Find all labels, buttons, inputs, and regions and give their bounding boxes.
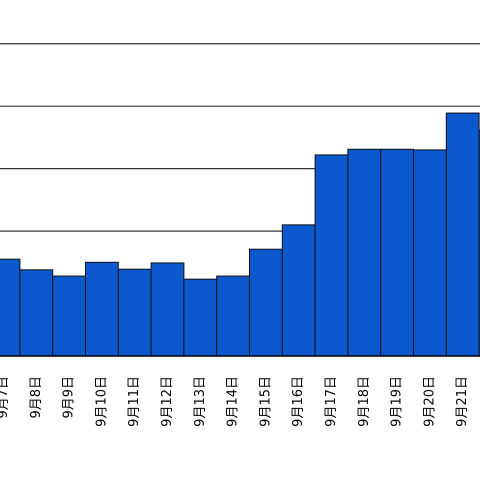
bar <box>0 258 21 357</box>
x-tick-label: 9月9日 <box>62 376 77 419</box>
bar <box>347 148 382 357</box>
bar <box>216 275 250 357</box>
x-tick-label: 9月19日 <box>390 376 405 427</box>
bar <box>314 154 349 357</box>
x-tick-label: 9月15日 <box>258 376 273 427</box>
x-tick-label: 9月7日 <box>0 376 11 419</box>
bar <box>85 261 119 357</box>
bar <box>117 268 152 357</box>
bar <box>183 278 218 357</box>
x-tick-label: 9月8日 <box>29 376 44 419</box>
bar <box>413 149 447 357</box>
x-tick-label: 9月16日 <box>291 376 306 427</box>
x-tick-label: 9月11日 <box>127 376 142 427</box>
bar <box>445 112 480 357</box>
x-tick-label: 9月14日 <box>226 376 241 427</box>
x-tick-label: 9月20日 <box>422 376 437 427</box>
bar <box>19 269 54 357</box>
x-tick-label: 9月18日 <box>357 376 372 427</box>
bar <box>281 224 316 357</box>
bar <box>380 148 415 357</box>
bar <box>52 275 86 357</box>
x-tick-label: 9月10日 <box>94 376 109 427</box>
x-tick-label: 9月12日 <box>160 376 175 427</box>
x-tick-label: 9月17日 <box>324 376 339 427</box>
bar <box>249 248 283 357</box>
bar <box>150 262 185 357</box>
x-tick-label: 9月21日 <box>455 376 470 427</box>
x-tick-label: 9月13日 <box>193 376 208 427</box>
